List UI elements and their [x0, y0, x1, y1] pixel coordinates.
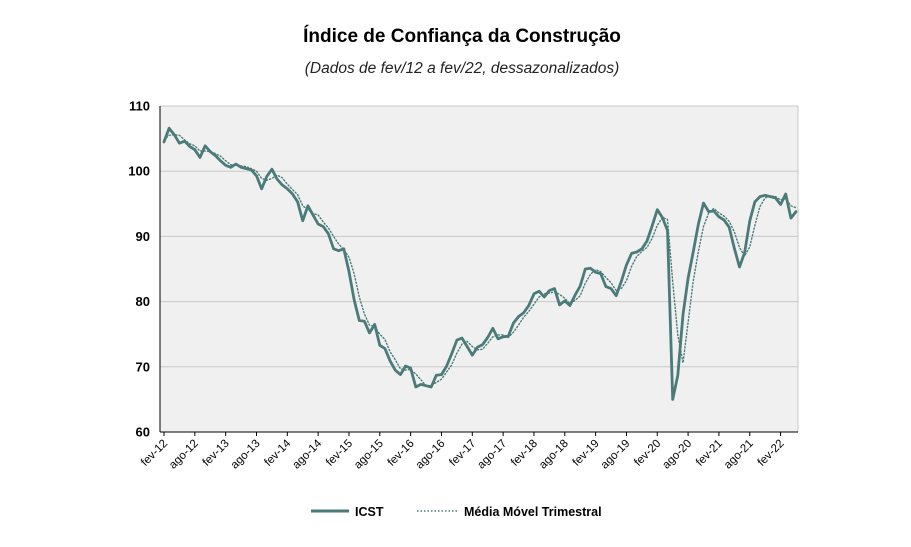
y-tick-label: 70 — [136, 359, 150, 374]
y-tick-label: 60 — [136, 425, 150, 440]
x-tick-label: fev-16 — [386, 438, 417, 469]
legend-item-icst: ICST — [311, 505, 384, 519]
x-tick-label: fev-21 — [694, 438, 725, 469]
y-axis-tick-labels: 60 70 80 90 100 110 — [128, 99, 150, 440]
x-tick-label: ago-12 — [167, 438, 201, 472]
chart-subtitle: (Dados de fev/12 a fev/22, dessazonaliza… — [305, 60, 620, 77]
plot-area — [160, 106, 798, 432]
series-lines — [162, 126, 798, 401]
chart-title: Índice de Confiança da Construção — [303, 25, 621, 47]
x-tick-label: ago-19 — [599, 438, 633, 472]
x-tick-label: fev-19 — [571, 438, 602, 469]
x-tick-label: fev-20 — [632, 438, 663, 469]
x-tick-label: ago-13 — [229, 438, 263, 472]
x-tick-label: fev-13 — [201, 438, 232, 469]
legend: ICST Média Móvel Trimestral — [311, 505, 602, 519]
x-tick-label: ago-21 — [722, 438, 756, 472]
x-tick-label: ago-18 — [537, 438, 571, 472]
series-line-icst — [162, 126, 798, 401]
legend-item-moving-average: Média Móvel Trimestral — [417, 505, 602, 519]
legend-label-moving-average: Média Móvel Trimestral — [464, 505, 602, 519]
gridlines — [160, 105, 799, 432]
x-tick-label: ago-16 — [414, 438, 448, 472]
x-tick-label: fev-18 — [509, 438, 540, 469]
y-tick-label: 100 — [128, 164, 150, 179]
x-tick-label: fev-22 — [756, 438, 787, 469]
x-tick-label: ago-14 — [290, 437, 324, 471]
y-tick-label: 80 — [136, 294, 150, 309]
x-tick-label: ago-15 — [352, 438, 386, 472]
y-tick-label: 90 — [136, 229, 150, 244]
x-tick-label: ago-20 — [660, 438, 694, 472]
x-tick-label: fev-14 — [262, 437, 294, 469]
legend-label-icst: ICST — [355, 505, 384, 519]
series-line-moving-average — [163, 133, 797, 387]
y-tick-label: 110 — [129, 99, 150, 114]
x-tick-label: fev-17 — [447, 438, 478, 469]
x-tick-label: fev-12 — [139, 438, 170, 469]
x-tick-label: fev-15 — [324, 438, 355, 469]
x-tick-label: ago-17 — [475, 438, 509, 472]
